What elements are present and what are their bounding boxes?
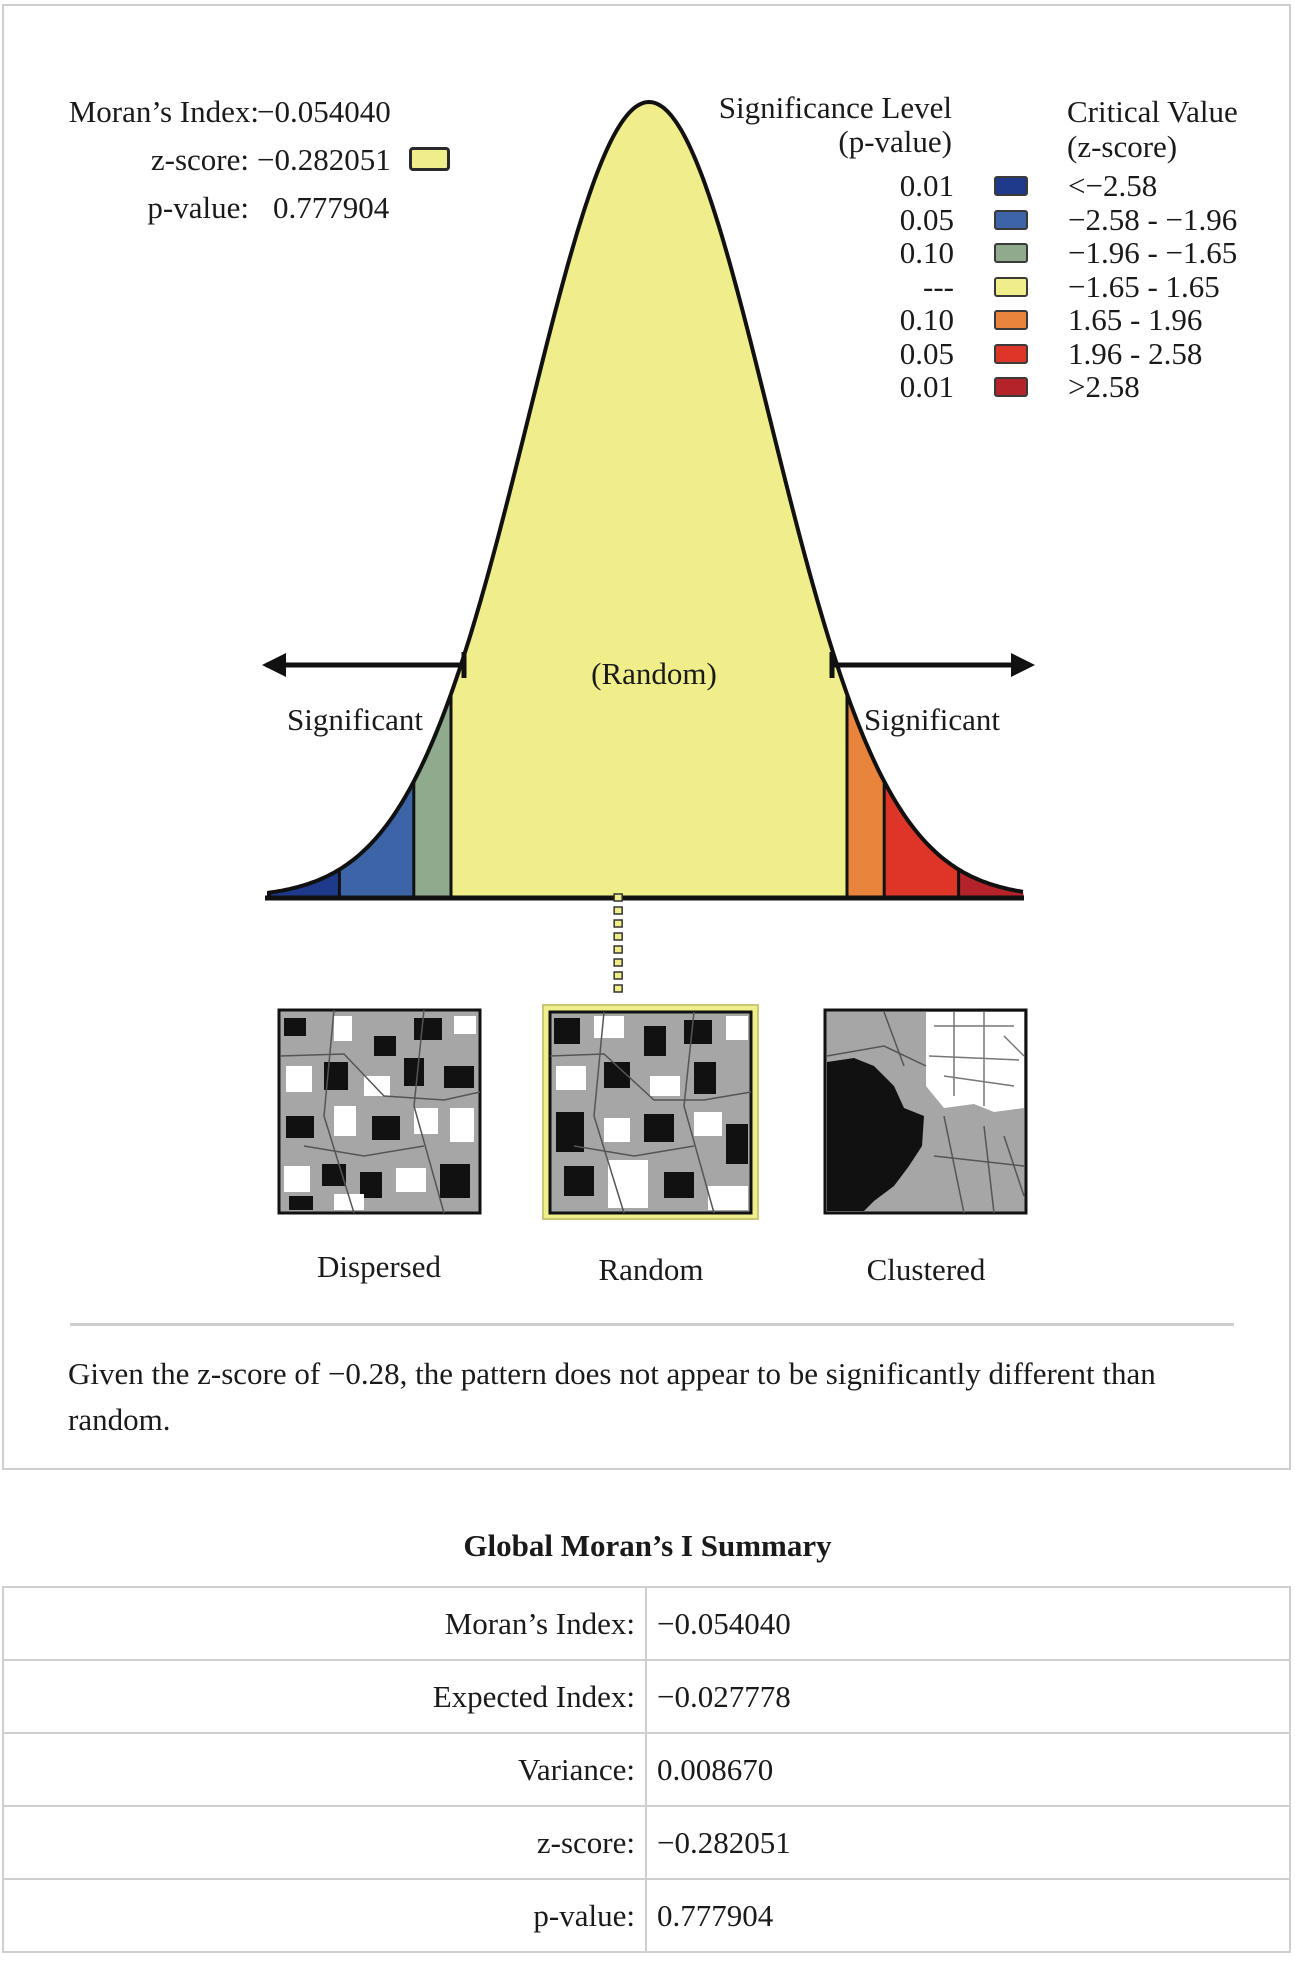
- p-value-label: p-value:: [147, 190, 249, 225]
- z-score-label: z-score:: [150, 142, 249, 177]
- summary-label: z-score:: [2, 1805, 647, 1880]
- legend-z-range: 1.96 - 2.58: [1068, 335, 1203, 371]
- caption-divider: [70, 1323, 1234, 1326]
- right-significant-label: Significant: [864, 702, 1001, 737]
- summary-title: Global Moran’s I Summary: [463, 1528, 832, 1563]
- p-value-value: 0.777904: [273, 190, 390, 225]
- legend-swatch: [994, 243, 1028, 263]
- random-region-label: (Random): [591, 656, 717, 691]
- legend-swatch: [994, 276, 1028, 297]
- z-score-swatch: [409, 147, 450, 171]
- pattern-thumbnails: [277, 1004, 1028, 1220]
- clustered-label: Clustered: [866, 1252, 986, 1287]
- summary-table: Moran’s Index: −0.054040 Expected Index:…: [2, 1586, 1291, 1953]
- table-row: z-score: −0.282051: [2, 1805, 1291, 1880]
- summary-value: −0.054040: [645, 1586, 1291, 1661]
- table-row: Expected Index: −0.027778: [2, 1659, 1291, 1734]
- legend-p-value: 0.10: [899, 302, 954, 337]
- legend-swatch: [994, 176, 1028, 196]
- curve-band: [339, 102, 414, 898]
- connector-dot: [613, 893, 623, 902]
- legend-p-value: ---: [923, 268, 954, 304]
- legend-crit-header-2: (z-score): [1067, 129, 1178, 164]
- table-row: p-value: 0.777904: [2, 1878, 1291, 1953]
- legend-z-range: −1.65 - 1.65: [1068, 268, 1220, 304]
- legend-p-value: 0.10: [899, 235, 954, 270]
- legend-p-value: 0.05: [899, 201, 954, 237]
- summary-label: Expected Index:: [2, 1659, 647, 1734]
- connector-dot: [613, 971, 623, 980]
- left-significant-label: Significant: [287, 702, 424, 737]
- summary-value: 0.008670: [645, 1732, 1291, 1807]
- clustered-thumbnail: [823, 1008, 1028, 1215]
- morans-index-label: Moran’s Index:: [68, 94, 259, 129]
- legend-p-value: 0.01: [899, 369, 954, 404]
- legend-sig-header-2: (p-value): [838, 124, 952, 159]
- dispersed-label: Dispersed: [317, 1249, 441, 1284]
- right-significant-arrow: [829, 652, 1035, 678]
- curve-outline: [267, 99, 1024, 898]
- legend-sig-header-1: Significance Level: [718, 90, 952, 125]
- connector-dot: [613, 906, 623, 915]
- legend-swatch: [994, 377, 1028, 397]
- morans-index-value: −0.054040: [257, 94, 391, 129]
- summary-value: 0.777904: [645, 1878, 1291, 1953]
- connector-dot: [613, 958, 623, 967]
- random-label: Random: [598, 1252, 704, 1287]
- report-panel: Moran’s Index: −0.054040 z-score: −0.282…: [2, 4, 1291, 1470]
- connector-dot: [613, 932, 623, 941]
- left-significant-arrow: [262, 652, 467, 678]
- connector-dot: [613, 945, 623, 954]
- legend-swatch: [994, 310, 1028, 330]
- normal-distribution-curve: [262, 99, 1035, 993]
- legend-crit-header-1: Critical Value: [1067, 94, 1238, 129]
- summary-value: −0.282051: [645, 1805, 1291, 1880]
- observed-z-connector: [613, 893, 623, 993]
- dispersed-thumbnail: [277, 1008, 482, 1215]
- legend-z-range: >2.58: [1068, 369, 1140, 404]
- legend-swatch: [994, 343, 1028, 364]
- connector-dot: [613, 919, 623, 928]
- summary-value: −0.027778: [645, 1659, 1291, 1734]
- legend-z-range: −1.96 - −1.65: [1068, 235, 1238, 270]
- legend-p-value: 0.01: [899, 168, 954, 203]
- legend-z-range: −2.58 - −1.96: [1068, 201, 1238, 237]
- connector-dot: [613, 984, 623, 993]
- legend-z-range: 1.65 - 1.96: [1068, 302, 1203, 337]
- curve-band: [269, 102, 340, 898]
- table-row: Moran’s Index: −0.054040: [2, 1586, 1291, 1661]
- random-thumbnail: [542, 1004, 759, 1220]
- legend-swatch: [994, 209, 1028, 230]
- legend-p-value: 0.05: [899, 335, 954, 371]
- table-row: Variance: 0.008670: [2, 1732, 1291, 1807]
- summary-label: Moran’s Index:: [2, 1586, 647, 1661]
- result-caption: Given the z-score of −0.28, the pattern …: [68, 1356, 1156, 1437]
- curve-band: [413, 102, 451, 898]
- z-score-value: −0.282051: [257, 142, 391, 177]
- summary-label: Variance:: [2, 1732, 647, 1807]
- summary-label: p-value:: [2, 1878, 647, 1953]
- legend-z-range: <−2.58: [1068, 168, 1158, 203]
